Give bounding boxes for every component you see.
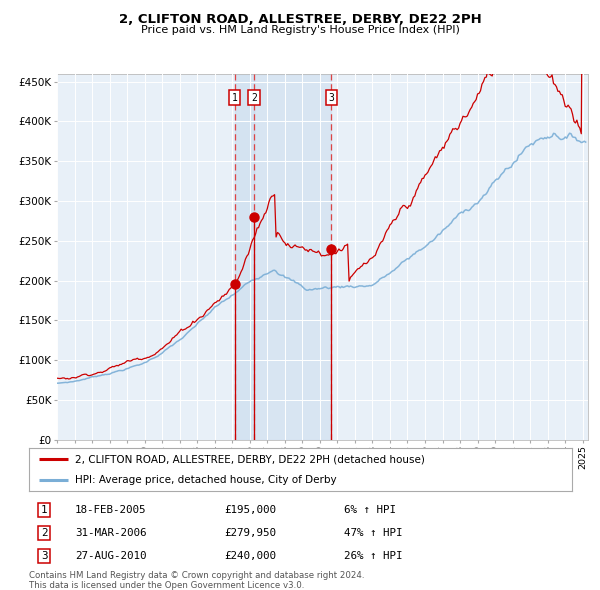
Text: £240,000: £240,000 [224, 551, 276, 561]
Bar [254, 74, 331, 440]
Text: 2, CLIFTON ROAD, ALLESTREE, DERBY, DE22 2PH (detached house): 2, CLIFTON ROAD, ALLESTREE, DERBY, DE22 … [75, 454, 425, 464]
Text: 26% ↑ HPI: 26% ↑ HPI [344, 551, 402, 561]
Text: 2: 2 [41, 528, 47, 538]
Text: Contains HM Land Registry data © Crown copyright and database right 2024.
This d: Contains HM Land Registry data © Crown c… [29, 571, 364, 590]
Text: Price paid vs. HM Land Registry's House Price Index (HPI): Price paid vs. HM Land Registry's House … [140, 25, 460, 35]
Text: 3: 3 [41, 551, 47, 561]
Text: 3: 3 [328, 93, 334, 103]
Text: HPI: Average price, detached house, City of Derby: HPI: Average price, detached house, City… [75, 475, 337, 485]
Text: 18-FEB-2005: 18-FEB-2005 [75, 505, 146, 515]
Text: 6% ↑ HPI: 6% ↑ HPI [344, 505, 396, 515]
Text: 47% ↑ HPI: 47% ↑ HPI [344, 528, 402, 538]
Text: 27-AUG-2010: 27-AUG-2010 [75, 551, 146, 561]
Text: £279,950: £279,950 [224, 528, 276, 538]
Text: 31-MAR-2006: 31-MAR-2006 [75, 528, 146, 538]
Text: £195,000: £195,000 [224, 505, 276, 515]
Bar [235, 74, 254, 440]
Text: 2, CLIFTON ROAD, ALLESTREE, DERBY, DE22 2PH: 2, CLIFTON ROAD, ALLESTREE, DERBY, DE22 … [119, 13, 481, 26]
Text: 1: 1 [41, 505, 47, 515]
Text: 1: 1 [232, 93, 238, 103]
Text: 2: 2 [251, 93, 257, 103]
